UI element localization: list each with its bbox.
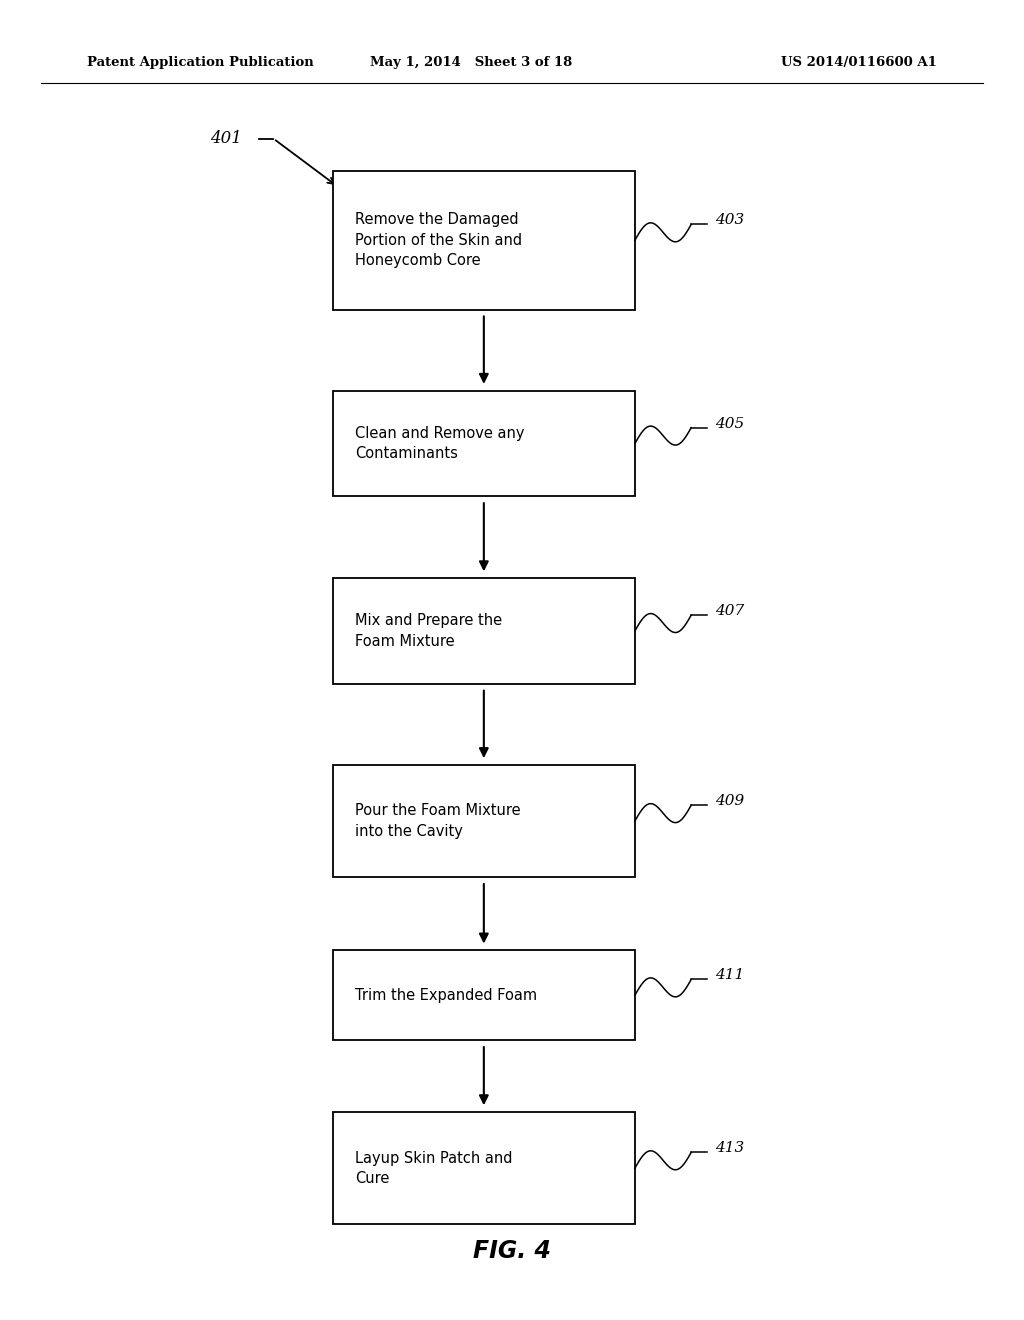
Text: 403: 403 (715, 214, 744, 227)
Text: Mix and Prepare the
Foam Mixture: Mix and Prepare the Foam Mixture (355, 614, 503, 648)
Bar (333, 172, 635, 310)
Text: Layup Skin Patch and
Cure: Layup Skin Patch and Cure (355, 1151, 513, 1185)
Bar (333, 950, 635, 1040)
Text: Pour the Foam Mixture
into the Cavity: Pour the Foam Mixture into the Cavity (355, 804, 521, 838)
Bar (333, 578, 635, 684)
Text: 405: 405 (715, 417, 744, 430)
Bar (333, 1111, 635, 1225)
Bar (333, 391, 635, 496)
Text: May 1, 2014   Sheet 3 of 18: May 1, 2014 Sheet 3 of 18 (370, 55, 572, 69)
Text: FIG. 4: FIG. 4 (473, 1239, 551, 1263)
Text: Clean and Remove any
Contaminants: Clean and Remove any Contaminants (355, 426, 525, 461)
Text: 409: 409 (715, 795, 744, 808)
Bar (333, 764, 635, 876)
Text: 401: 401 (210, 131, 242, 147)
Text: 407: 407 (715, 605, 744, 618)
Text: Remove the Damaged
Portion of the Skin and
Honeycomb Core: Remove the Damaged Portion of the Skin a… (355, 213, 522, 268)
Text: US 2014/0116600 A1: US 2014/0116600 A1 (781, 55, 937, 69)
Text: 411: 411 (715, 969, 744, 982)
Text: Trim the Expanded Foam: Trim the Expanded Foam (355, 987, 538, 1003)
Text: 413: 413 (715, 1142, 744, 1155)
Text: Patent Application Publication: Patent Application Publication (87, 55, 313, 69)
